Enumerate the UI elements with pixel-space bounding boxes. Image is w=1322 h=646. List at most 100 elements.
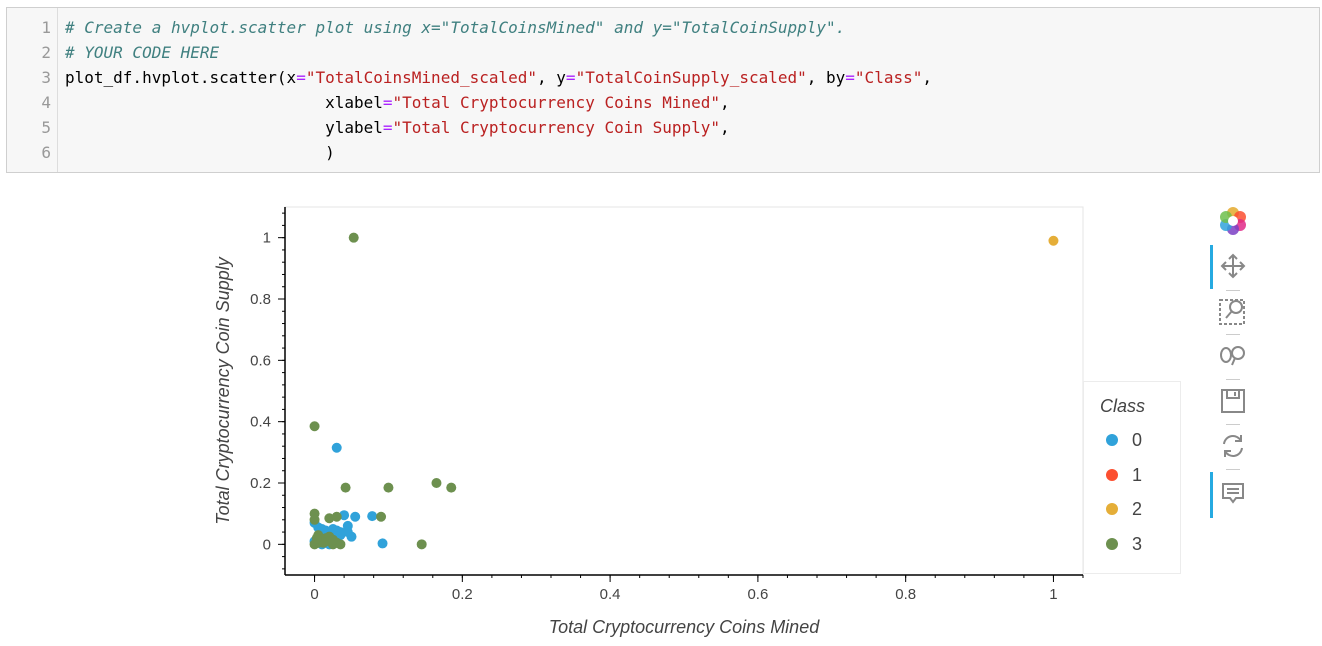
code-token: ylabel [65, 118, 383, 137]
code-token: , [720, 118, 730, 137]
data-point-class-2 [1048, 235, 1059, 246]
legend-item-2[interactable]: 2 [1106, 497, 1142, 521]
code-token: "Class" [854, 68, 923, 87]
x-tick-label: 0.8 [895, 586, 916, 603]
data-point-class-3 [431, 478, 442, 488]
code-token: "TotalCoinSupply_scaled" [575, 68, 807, 87]
code-token: = [296, 68, 306, 87]
legend-item-3[interactable]: 3 [1106, 532, 1142, 556]
legend-marker [1106, 434, 1118, 446]
toolbar-separator [1226, 334, 1240, 335]
y-tick-label: 0.6 [250, 352, 271, 369]
data-point-class-3 [348, 232, 359, 243]
box-zoom-icon[interactable] [1216, 294, 1250, 328]
data-point-class-3 [309, 421, 320, 432]
x-tick-label: 0.4 [600, 586, 621, 603]
data-points [309, 232, 1059, 550]
line-number: 3 [41, 68, 51, 87]
x-axis-label: Total Cryptocurrency Coins Mined [549, 617, 820, 637]
code-token: = [382, 93, 393, 112]
legend-marker [1106, 469, 1118, 481]
line-number: 6 [41, 143, 51, 162]
data-point-class-3 [328, 534, 339, 545]
line-number: 5 [41, 118, 51, 137]
x-tick-label: 0.6 [747, 586, 768, 603]
data-point-class-0 [367, 511, 378, 522]
save-icon[interactable] [1216, 384, 1250, 418]
code-token: , [922, 68, 932, 87]
code-token: , by [806, 68, 846, 87]
code-line: xlabel="Total Cryptocurrency Coins Mined… [65, 90, 730, 115]
code-token: "Total Cryptocurrency Coin Supply" [392, 118, 721, 137]
data-point-class-3 [309, 514, 320, 525]
scatter-plot[interactable]: 0 0.2 0.4 0.6 0.8 1 0 0.2 0.4 0.6 0.8 1 Total Crypt… [0, 180, 1322, 646]
y-tick-label: 0.8 [250, 291, 271, 308]
x-tick-label: 0 [310, 586, 318, 603]
data-point-class-0 [342, 520, 353, 531]
code-token: = [565, 68, 576, 87]
legend-label: 3 [1132, 533, 1143, 554]
toolbar-separator [1226, 290, 1240, 291]
y-tick-label: 0.4 [250, 414, 271, 431]
code-token: # YOUR CODE HERE [65, 43, 220, 62]
y-tick-label: 1 [263, 230, 271, 247]
data-point-class-3 [416, 539, 427, 550]
data-point-class-0 [350, 511, 361, 522]
line-number: 2 [41, 43, 51, 62]
code-line: ) [65, 140, 335, 165]
data-point-class-0 [331, 442, 342, 453]
data-point-class-0 [346, 531, 357, 542]
hover-icon[interactable] [1216, 477, 1250, 511]
legend-label: 0 [1132, 429, 1143, 450]
data-point-class-3 [340, 482, 351, 493]
toolbar-separator [1226, 469, 1240, 470]
code-token: , [720, 93, 730, 112]
pan-icon[interactable] [1216, 249, 1250, 283]
toolbar-separator [1226, 424, 1240, 425]
line-number: 4 [41, 93, 51, 112]
code-token: , y [537, 68, 566, 87]
toolbar-separator [1226, 379, 1240, 380]
legend-label: 1 [1132, 464, 1143, 485]
reset-icon[interactable] [1216, 429, 1250, 463]
code-token: ) [65, 143, 335, 162]
code-token: = [382, 118, 393, 137]
data-point-class-3 [311, 533, 322, 544]
data-point-class-3 [446, 482, 457, 493]
data-point-class-3 [383, 482, 394, 493]
y-tick-label: 0.2 [250, 475, 271, 492]
code-line: # Create a hvplot.scatter plot using x="… [65, 15, 845, 40]
code-token: # Create a hvplot.scatter plot using x="… [65, 18, 846, 37]
code-token: "TotalCoinsMined_scaled" [305, 68, 538, 87]
code-line: # YOUR CODE HERE [65, 40, 219, 65]
code-line: ylabel="Total Cryptocurrency Coin Supply… [65, 115, 730, 140]
x-tick-label: 0.2 [452, 586, 473, 603]
legend-marker [1106, 538, 1118, 550]
data-point-class-0 [377, 538, 388, 549]
code-token: plot_df.hvplot.scatter(x [65, 68, 297, 87]
legend-item-1[interactable]: 1 [1106, 463, 1142, 487]
code-token: "Total Cryptocurrency Coins Mined" [392, 93, 721, 112]
active-tool-indicator [1210, 472, 1213, 518]
y-tick-label: 0 [263, 536, 271, 553]
active-tool-indicator [1210, 245, 1213, 289]
code-cell[interactable]: 1 2 3 4 5 6 # Create a hvplot.scatter pl… [6, 7, 1320, 173]
legend: Class 0 1 2 3 [1083, 381, 1181, 574]
code-token: = [845, 68, 855, 87]
bokeh-logo-icon[interactable] [1216, 204, 1250, 238]
plot-toolbar [1208, 200, 1258, 530]
data-point-class-3 [331, 511, 342, 522]
y-axis-label: Total Cryptocurrency Coin Supply [213, 256, 233, 524]
data-point-class-3 [335, 539, 346, 550]
line-number: 1 [41, 18, 51, 37]
line-number-gutter: 1 2 3 4 5 6 [7, 8, 58, 172]
code-line: plot_df.hvplot.scatter(x="TotalCoinsMine… [65, 65, 932, 90]
wheel-zoom-icon[interactable] [1216, 339, 1250, 373]
legend-item-0[interactable]: 0 [1106, 428, 1142, 452]
code-token: xlabel [65, 93, 383, 112]
data-point-class-0 [335, 530, 346, 541]
axes: 0 0.2 0.4 0.6 0.8 1 0 0.2 0.4 0.6 0.8 1 [250, 207, 1084, 603]
legend-marker [1106, 503, 1118, 515]
data-point-class-3 [376, 511, 387, 522]
legend-label: 2 [1132, 498, 1143, 519]
